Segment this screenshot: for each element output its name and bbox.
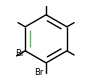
Text: Br: Br [16, 49, 25, 58]
Text: Br: Br [34, 68, 43, 77]
